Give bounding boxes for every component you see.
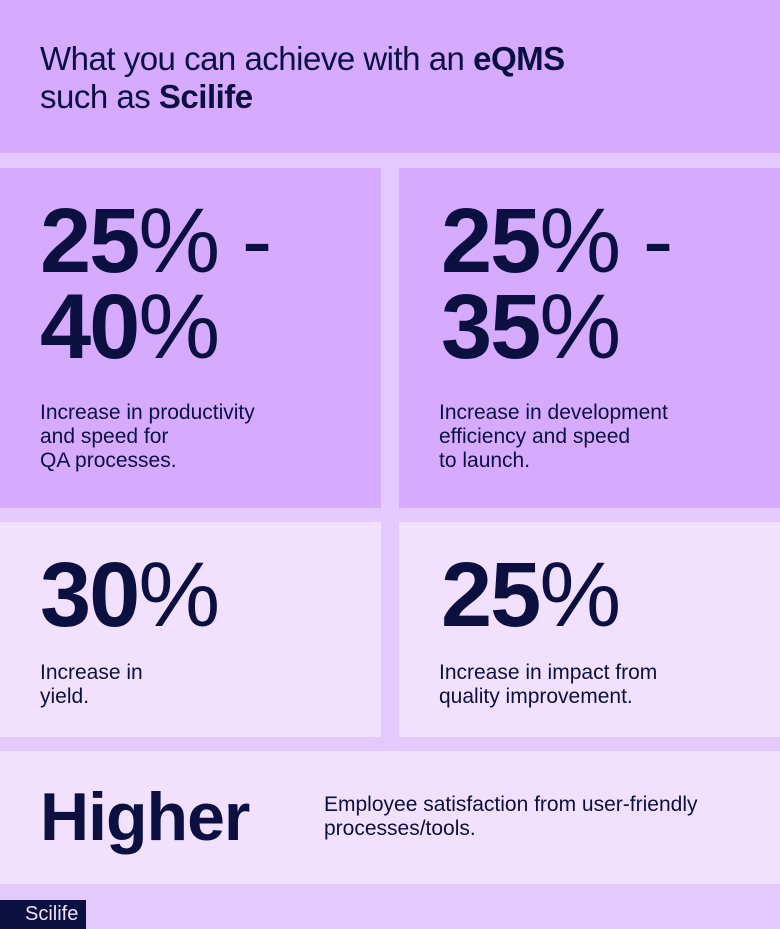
stat-value: Higher bbox=[40, 779, 250, 855]
stat-suffix: % bbox=[539, 544, 621, 646]
stat-value: 25% - 40% bbox=[40, 195, 272, 373]
stat-description: Increase in productivity and speed for Q… bbox=[40, 401, 255, 472]
page-title: What you can achieve with an eQMS such a… bbox=[40, 40, 565, 116]
title-bold-scilife: Scilife bbox=[158, 78, 253, 115]
stat-value: 30% bbox=[40, 549, 220, 641]
stat-description: Increase in development efficiency and s… bbox=[439, 401, 668, 472]
stat-suffix: % bbox=[138, 276, 220, 378]
stat-card-employee-satisfaction: Higher Employee satisfaction from user-f… bbox=[0, 751, 780, 884]
title-bold-eqms: eQMS bbox=[473, 40, 565, 77]
stat-description: Increase in impact from quality improvem… bbox=[439, 661, 658, 708]
stat-number: 25 bbox=[40, 190, 140, 292]
stat-card-quality-impact: 25% Increase in impact from quality impr… bbox=[399, 522, 780, 737]
scilife-logo: Scilife bbox=[0, 900, 86, 929]
stat-number: 25 bbox=[441, 544, 541, 646]
stat-value: 25% - 35% bbox=[441, 195, 673, 373]
stat-number: 25 bbox=[441, 190, 541, 292]
stat-card-yield: 30% Increase in yield. bbox=[0, 522, 381, 737]
stat-value: 25% bbox=[441, 549, 621, 641]
stat-suffix: % - bbox=[138, 190, 272, 292]
title-text-2: such as bbox=[40, 78, 159, 115]
stat-card-development-efficiency: 25% - 35% Increase in development effici… bbox=[399, 168, 780, 508]
stat-number: 40 bbox=[40, 276, 140, 378]
stat-description: Employee satisfaction from user-friendly… bbox=[324, 793, 698, 840]
stat-number: 35 bbox=[441, 276, 541, 378]
title-text: What you can achieve with an bbox=[40, 40, 474, 77]
stat-suffix: % - bbox=[539, 190, 673, 292]
stat-suffix: % bbox=[539, 276, 621, 378]
stat-description: Increase in yield. bbox=[40, 661, 143, 708]
stat-suffix: % bbox=[138, 544, 220, 646]
stat-number: 30 bbox=[40, 544, 140, 646]
header: What you can achieve with an eQMS such a… bbox=[0, 0, 780, 153]
stat-card-qa-productivity: 25% - 40% Increase in productivity and s… bbox=[0, 168, 381, 508]
